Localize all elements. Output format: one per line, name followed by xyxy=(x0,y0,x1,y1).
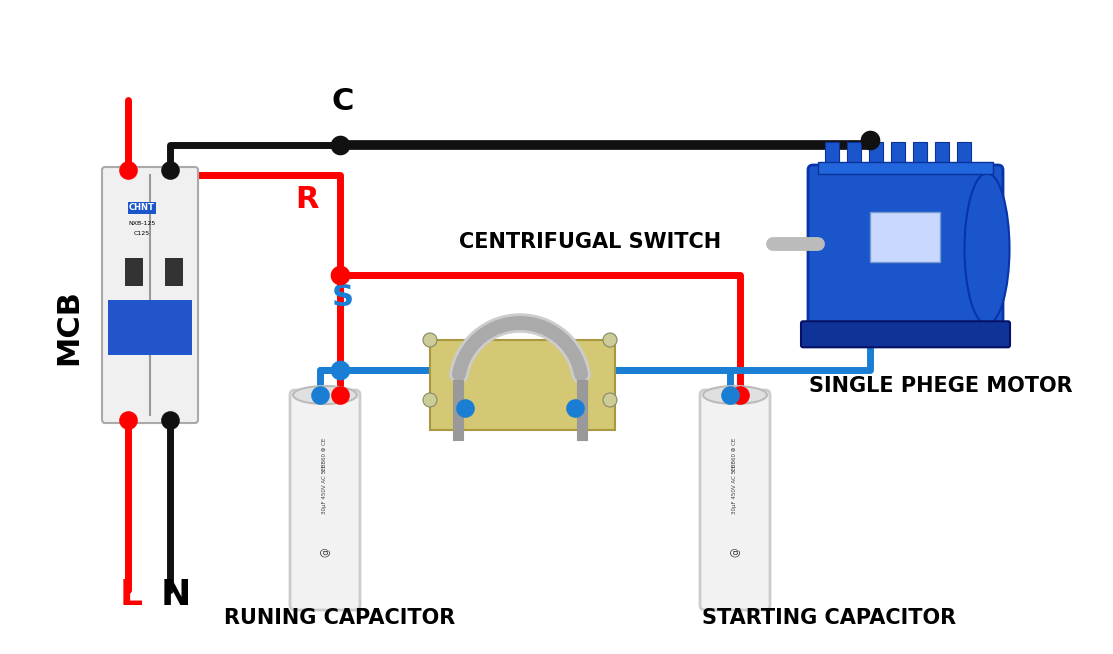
Bar xyxy=(165,258,183,286)
Point xyxy=(731,390,749,400)
Bar xyxy=(125,258,142,286)
FancyBboxPatch shape xyxy=(808,165,1003,332)
Point xyxy=(331,365,348,375)
FancyBboxPatch shape xyxy=(102,167,198,423)
Text: @: @ xyxy=(730,547,740,557)
FancyBboxPatch shape xyxy=(700,390,770,610)
Point xyxy=(331,140,348,150)
Point xyxy=(119,415,137,425)
Text: L: L xyxy=(120,578,142,612)
Text: CBB60 ⊕ CE: CBB60 ⊕ CE xyxy=(323,438,327,471)
Circle shape xyxy=(603,393,617,407)
Text: RUNING CAPACITOR: RUNING CAPACITOR xyxy=(224,608,455,628)
Point xyxy=(119,165,137,175)
Point xyxy=(312,390,329,400)
Text: N: N xyxy=(160,578,191,612)
Bar xyxy=(108,300,193,355)
Text: R: R xyxy=(295,185,319,214)
Text: NXB-125: NXB-125 xyxy=(128,221,156,226)
Text: S: S xyxy=(332,283,354,312)
Bar xyxy=(892,142,905,174)
Point xyxy=(331,269,348,280)
Bar xyxy=(935,142,949,174)
Bar xyxy=(818,162,993,174)
Text: SINGLE PHEGE MOTOR: SINGLE PHEGE MOTOR xyxy=(809,376,1072,396)
Text: C125: C125 xyxy=(134,231,150,236)
Circle shape xyxy=(603,333,617,347)
Circle shape xyxy=(423,393,437,407)
Circle shape xyxy=(423,333,437,347)
Bar xyxy=(870,212,940,262)
Text: MCB: MCB xyxy=(55,289,83,365)
Point xyxy=(161,165,179,175)
Point xyxy=(567,403,584,413)
Bar xyxy=(913,142,927,174)
Text: CBB60 ⊕ CE: CBB60 ⊕ CE xyxy=(732,438,738,471)
Bar xyxy=(825,142,839,174)
Polygon shape xyxy=(430,340,615,430)
Bar xyxy=(847,142,861,174)
Point xyxy=(456,403,474,413)
Text: CHNT: CHNT xyxy=(129,203,155,213)
Point xyxy=(161,415,179,425)
Ellipse shape xyxy=(703,386,767,404)
Bar xyxy=(957,142,971,174)
Point xyxy=(721,390,739,400)
Bar xyxy=(869,142,883,174)
Text: 30μF 450V AC 5H: 30μF 450V AC 5H xyxy=(323,466,327,513)
FancyBboxPatch shape xyxy=(290,390,359,610)
FancyBboxPatch shape xyxy=(801,321,1009,347)
Text: C: C xyxy=(332,87,354,116)
Point xyxy=(331,390,348,400)
Text: @: @ xyxy=(321,547,329,557)
Ellipse shape xyxy=(293,386,357,404)
Text: CENTRIFUGAL SWITCH: CENTRIFUGAL SWITCH xyxy=(459,232,721,252)
Point xyxy=(861,135,879,145)
Ellipse shape xyxy=(965,173,1009,324)
Text: STARTING CAPACITOR: STARTING CAPACITOR xyxy=(702,608,956,628)
Text: 30μF 450V AC 5H: 30μF 450V AC 5H xyxy=(732,466,738,513)
